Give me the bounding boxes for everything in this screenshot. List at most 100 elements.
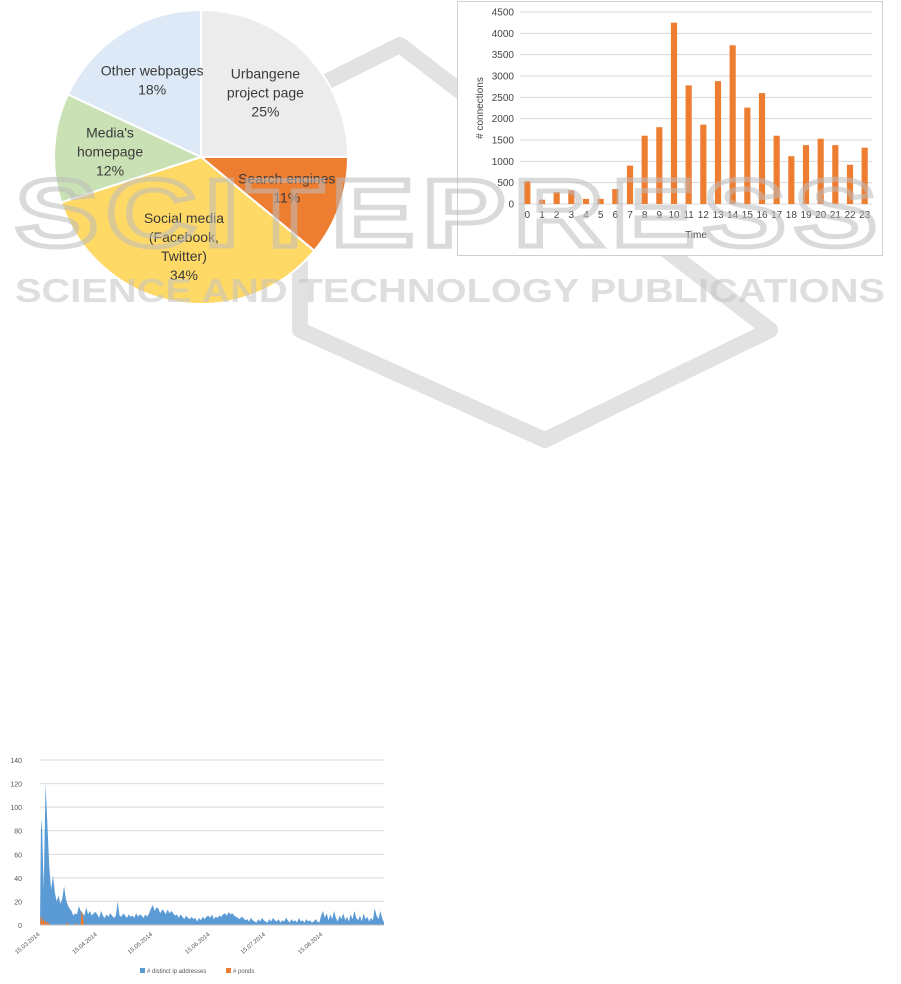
- bar-9: [656, 127, 663, 204]
- bar-x-tick-label: 12: [698, 210, 710, 221]
- bar-x-tick-label: 3: [569, 210, 575, 221]
- pie-slice-label: 12%: [96, 162, 124, 178]
- area-y-tick-label: 0: [18, 923, 22, 930]
- bar-x-tick-label: 4: [583, 210, 589, 221]
- bar-y-tick-label: 0: [508, 200, 514, 211]
- bar-x-tick-label: 23: [859, 210, 871, 221]
- watermark-logo-text: SCITEPRESS: [15, 160, 885, 267]
- area-y-tick-label: 120: [10, 782, 22, 789]
- area-y-tick-label: 20: [14, 899, 22, 906]
- bar-y-tick-label: 500: [497, 178, 514, 189]
- bar-20: [817, 138, 824, 204]
- bar-11: [685, 85, 692, 204]
- bar-17: [773, 135, 780, 204]
- area-y-tick-label: 100: [10, 805, 22, 812]
- pie-slice: [200, 8, 350, 158]
- bar-x-tick-label: 7: [627, 210, 633, 221]
- bar-x-tick-label: 20: [815, 210, 827, 221]
- bar-2: [553, 192, 560, 204]
- bar-x-tick-label: 11: [683, 210, 694, 221]
- bar-y-tick-label: 4500: [492, 8, 515, 19]
- bar-14: [729, 45, 736, 204]
- bar-x-tick-label: 15: [742, 210, 754, 221]
- bar-21: [832, 145, 839, 204]
- bar-y-tick-label: 3500: [492, 50, 515, 61]
- bar-19: [802, 145, 810, 204]
- bar-x-tick-label: 14: [727, 210, 739, 221]
- bar-x-tick-label: 9: [657, 210, 663, 221]
- bar-chart-frame: [457, 1, 883, 256]
- bar-0: [524, 180, 531, 204]
- bar-16: [758, 93, 766, 204]
- pie-slice: [198, 156, 350, 253]
- bar-y-tick-label: 3000: [492, 72, 515, 83]
- watermark-swoosh-shape: [292, 37, 778, 448]
- pie-slice-label: Social media: [144, 210, 224, 226]
- bar-x-tick-label: 16: [756, 210, 768, 221]
- bar-x-tick-label: 2: [554, 210, 560, 221]
- pie-slice-label: 18%: [138, 82, 166, 98]
- bar-y-axis-title: # connections: [475, 77, 486, 139]
- watermark-tagline-text: SCIENCE AND TECHNOLOGY PUBLICATIONS: [15, 272, 885, 309]
- pie-slice-label: Twitter): [161, 248, 207, 264]
- pie-slice-label: 25%: [251, 104, 279, 120]
- pie-slice-label: Urbangene: [231, 66, 300, 82]
- bar-18: [788, 156, 795, 204]
- watermark-group: SCITEPRESS SCIENCE AND TECHNOLOGY PUBLICA…: [13, 158, 886, 310]
- bar-y-tick-label: 4000: [492, 29, 515, 40]
- bar-y-tick-label: 2000: [492, 114, 515, 125]
- bar-8: [641, 135, 648, 204]
- area-legend-swatch: [140, 968, 145, 973]
- bar-x-tick-label: 21: [830, 210, 842, 221]
- bar-5: [597, 198, 604, 204]
- pie-slice: [53, 93, 204, 204]
- pie-slice: [66, 8, 202, 159]
- bar-23: [861, 147, 868, 204]
- pie-slice-label: (Facebook,: [149, 229, 219, 245]
- bar-x-tick-label: 0: [525, 210, 531, 221]
- bar-13: [714, 81, 722, 204]
- bar-y-tick-label: 1500: [492, 136, 515, 147]
- pie-slice-label: Search engines: [238, 170, 335, 186]
- bar-x-tick-label: 6: [613, 210, 619, 221]
- area-y-tick-label: 80: [14, 829, 22, 836]
- bar-1: [538, 199, 546, 204]
- bar-y-tick-label: 2500: [492, 93, 515, 104]
- bar-x-axis-title: Time: [685, 230, 707, 241]
- bar-x-tick-label: 5: [598, 210, 604, 221]
- bar-x-tick-label: 22: [844, 210, 856, 221]
- bar-3: [568, 190, 575, 204]
- bar-6: [612, 189, 619, 204]
- bar-x-tick-label: 19: [800, 210, 812, 221]
- area-y-tick-label: 40: [14, 876, 22, 883]
- bar-x-tick-label: 10: [668, 210, 680, 221]
- pie-slice-label: Other webpages: [101, 63, 204, 79]
- area-y-tick-label: 140: [10, 758, 22, 765]
- bar-x-tick-label: 8: [642, 210, 648, 221]
- bar-4: [582, 198, 590, 204]
- bar-x-tick-label: 13: [712, 210, 724, 221]
- bar-y-tick-label: 1000: [492, 157, 515, 168]
- bar-x-tick-label: 18: [786, 210, 798, 221]
- pie-slice: [59, 155, 316, 305]
- pie-slice-label: project page: [227, 85, 304, 101]
- bar-7: [626, 165, 634, 204]
- bar-x-tick-label: 17: [771, 210, 783, 221]
- area-legend-label: # distinct ip addresses: [147, 969, 206, 975]
- bar-22: [846, 164, 854, 204]
- area-y-tick-label: 60: [14, 852, 22, 859]
- bar-x-tick-label: 1: [539, 210, 545, 221]
- area-legend-label: # ponds: [233, 969, 254, 975]
- bar-12: [700, 124, 707, 204]
- pie-slice-label: Media's: [86, 124, 134, 140]
- bar-15: [744, 107, 751, 204]
- pie-slice-label: homepage: [77, 143, 143, 159]
- pie-slice-label: 34%: [170, 267, 198, 283]
- bar-10: [670, 22, 678, 204]
- pie-slice-label: 11%: [273, 189, 300, 205]
